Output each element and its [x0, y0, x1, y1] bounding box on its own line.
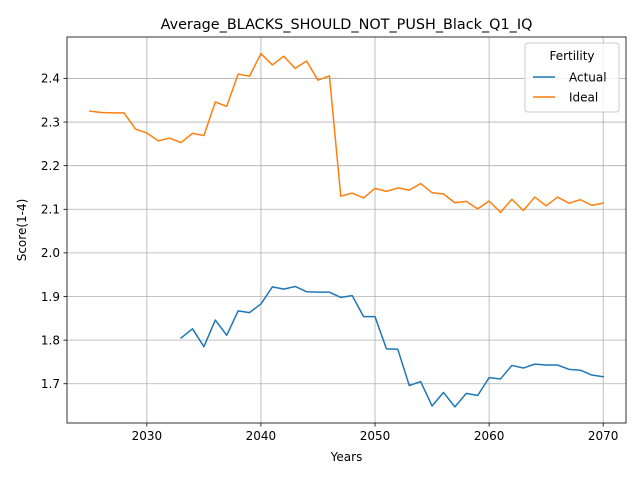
y-tick-label: 2.2 — [41, 159, 60, 173]
series-lines — [88, 52, 605, 408]
series-line-ideal — [88, 52, 605, 214]
x-tick-label: 2050 — [360, 429, 391, 443]
y-tick-label: 1.8 — [41, 333, 60, 347]
x-tick-label: 2040 — [246, 429, 277, 443]
y-tick-label: 2.4 — [41, 72, 60, 86]
legend-box — [524, 42, 620, 113]
x-tick-label: 2070 — [588, 429, 619, 443]
axis-ticks: 2030 2040 2050 2060 2070 1.7 1.8 1.9 2.0 2.1 2.2 2.… — [41, 72, 619, 443]
plot-frame — [66, 36, 627, 424]
legend-title: Fertility — [549, 49, 594, 63]
y-tick-label: 2.1 — [41, 203, 60, 217]
y-tick-label: 2.0 — [41, 246, 60, 260]
x-axis-label: Years — [330, 450, 363, 464]
series-line-actual — [180, 285, 605, 408]
legend-label-actual: Actual — [569, 70, 607, 84]
legend-label-ideal: Ideal — [569, 90, 598, 104]
y-tick-label: 2.3 — [41, 115, 60, 129]
x-tick-label: 2060 — [474, 429, 505, 443]
y-tick-label: 1.7 — [41, 377, 60, 391]
legend: Fertility Actual Ideal — [524, 42, 620, 113]
x-tick-label: 2030 — [132, 429, 163, 443]
chart-title: Average_BLACKS_SHOULD_NOT_PUSH_Black_Q1_… — [161, 17, 533, 33]
y-tick-label: 1.9 — [41, 290, 60, 304]
y-axis-label: Score(1-4) — [15, 199, 29, 262]
